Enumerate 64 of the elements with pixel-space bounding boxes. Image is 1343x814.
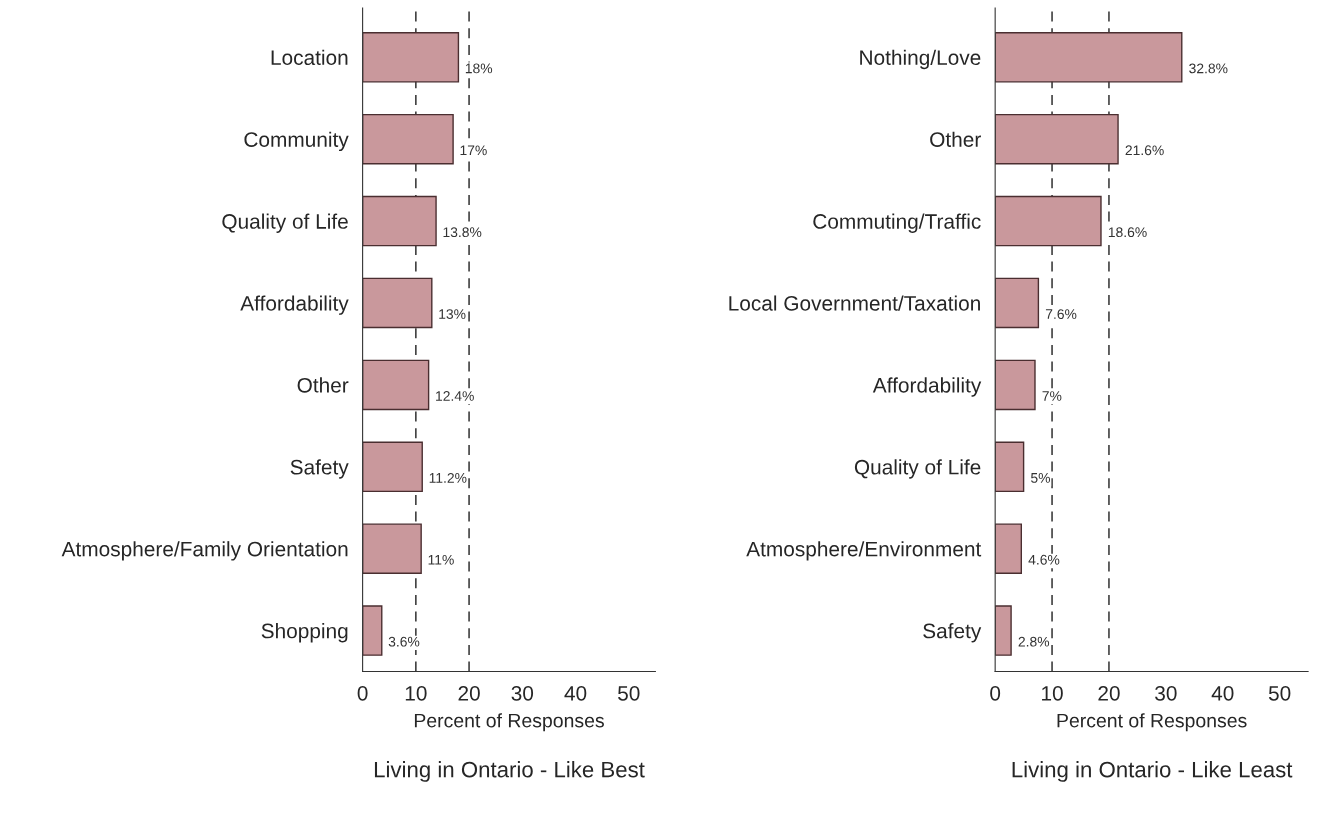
data-label: 2.8%: [1018, 636, 1050, 647]
data-label: 11.2%: [429, 472, 467, 483]
data-label: 11%: [428, 554, 454, 565]
bar: [995, 277, 1040, 329]
y-tick-label: Atmosphere/Environment: [746, 541, 982, 561]
x-axis-title: Percent of Responses: [414, 713, 604, 732]
x-tick-label: 10: [405, 685, 427, 701]
bar: [362, 195, 437, 247]
x-tick-label: 50: [1268, 685, 1291, 701]
data-label: 32.8%: [1189, 63, 1228, 74]
bar: [995, 195, 1102, 247]
data-label: 4.6%: [1028, 554, 1060, 565]
bar: [362, 359, 430, 411]
y-tick-label: Affordability: [872, 377, 982, 397]
x-tick-label: 20: [1098, 685, 1120, 701]
x-tick-label: 40: [564, 685, 587, 701]
x-axis-title: Percent of Responses: [1057, 713, 1247, 732]
y-tick-label: Other: [930, 131, 981, 147]
bar: [995, 32, 1183, 83]
y-tick-label: Nothing/Love: [860, 49, 981, 70]
data-label: 7.6%: [1045, 309, 1077, 319]
data-label: 12.4%: [436, 391, 474, 401]
x-tick-label: 50: [618, 685, 640, 701]
bar: [995, 359, 1036, 411]
y-tick-label: Community: [244, 131, 349, 152]
y-tick-label: Other: [297, 377, 349, 393]
y-tick-label: Location: [271, 49, 348, 66]
data-label: 18.6%: [1108, 227, 1147, 238]
y-tick-label: Safety: [290, 459, 349, 479]
x-tick-label: 0: [357, 685, 368, 701]
text: Living in Ontario - Like Least: [1012, 761, 1293, 782]
bar: [995, 605, 1012, 656]
y-tick-label: Quality of Life: [222, 213, 348, 233]
data-label: 21.6%: [1125, 145, 1164, 156]
bar: [995, 523, 1023, 574]
x-tick-label: 10: [1042, 685, 1063, 701]
y-tick-label: Commuting/Traffic: [813, 213, 981, 233]
y-tick-label: Local Government/Taxation: [729, 295, 980, 311]
x-tick-label: 40: [1211, 685, 1234, 701]
bar: [362, 523, 422, 574]
y-tick-label: Quality of Life: [854, 459, 981, 479]
bar: [362, 441, 423, 493]
data-label: 7%: [1042, 391, 1062, 401]
bar: [362, 32, 460, 83]
y-tick-label: Atmosphere/Family Orientation: [61, 541, 348, 561]
data-label: 13%: [439, 309, 466, 319]
y-tick-label: Shopping: [261, 623, 348, 643]
bar: [995, 113, 1119, 165]
x-tick-label: 20: [458, 685, 480, 701]
bar: [995, 441, 1025, 493]
bar: [362, 277, 433, 329]
data-label: 13.8%: [443, 227, 482, 238]
data-label: 17%: [460, 145, 487, 156]
x-tick-label: 0: [990, 685, 1001, 701]
y-tick-label: Affordability: [240, 295, 349, 315]
y-tick-label: Safety: [923, 623, 982, 643]
x-tick-label: 30: [1155, 685, 1177, 701]
text: Living in Ontario - Like Best: [374, 761, 645, 782]
bar: [362, 113, 454, 165]
bar: [362, 605, 383, 656]
x-tick-label: 30: [511, 685, 534, 701]
data-label: 5%: [1030, 473, 1051, 483]
data-label: 3.6%: [388, 636, 420, 647]
data-label: 18%: [465, 63, 493, 74]
